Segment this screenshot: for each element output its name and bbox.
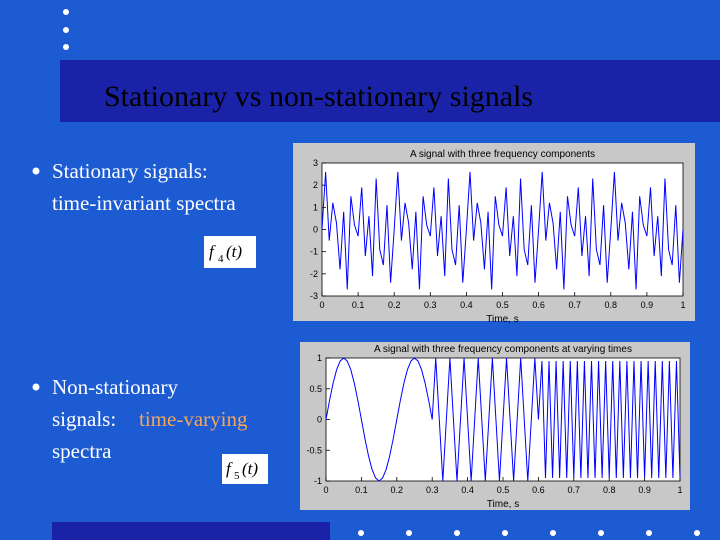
y-tick-label: 0 [317, 415, 322, 425]
formula-symbol: f [226, 459, 233, 478]
formula-argument: (t) [242, 459, 258, 478]
x-tick-label: 0.1 [352, 300, 365, 310]
bullet-text: spectra [52, 439, 112, 463]
bullet-text: Stationary signals: [52, 159, 208, 183]
signal-line [325, 357, 681, 482]
x-tick-label: 0.2 [391, 485, 404, 495]
formula-box [204, 236, 256, 268]
y-tick-label: -1 [314, 476, 322, 486]
bullet-highlight: time-varying [139, 407, 248, 431]
slide-title: Stationary vs non-stationary signals [104, 80, 533, 113]
x-tick-label: 1 [677, 485, 682, 495]
y-tick-label: 0 [313, 225, 318, 235]
formula-index: 5 [234, 470, 240, 482]
x-tick-label: 0.6 [532, 485, 545, 495]
y-tick-label: -1 [310, 247, 318, 257]
x-tick-label: 0.7 [568, 300, 581, 310]
formula-argument: (t) [226, 242, 242, 261]
bullet-text: signals: [52, 407, 116, 431]
y-tick-label: 1 [317, 353, 322, 363]
x-axis-label: Time, s [486, 314, 518, 325]
x-tick-label: 0.3 [424, 300, 437, 310]
y-tick-label: 3 [313, 158, 318, 168]
x-tick-label: 0.9 [638, 485, 651, 495]
x-tick-label: 0.7 [568, 485, 581, 495]
formula-box [222, 454, 268, 484]
title-band [60, 60, 720, 122]
bullet-marker [32, 167, 40, 175]
x-tick-label: 1 [680, 300, 685, 310]
x-tick-label: 0.6 [532, 300, 545, 310]
x-tick-label: 0.4 [461, 485, 474, 495]
y-tick-label: -0.5 [306, 445, 322, 455]
chart-title: A signal with three frequency components [410, 149, 595, 160]
x-tick-label: 0.5 [497, 485, 510, 495]
footer-band [52, 522, 330, 540]
formula-index: 4 [218, 253, 224, 265]
x-tick-label: 0.8 [605, 300, 618, 310]
x-tick-label: 0.1 [355, 485, 368, 495]
bullet-text: Non-stationary [52, 375, 178, 399]
x-tick-label: 0.2 [388, 300, 401, 310]
y-tick-label: 1 [313, 202, 318, 212]
x-tick-label: 0 [323, 485, 328, 495]
x-tick-label: 0.5 [496, 300, 509, 310]
x-axis-label: Time, s [487, 499, 519, 510]
y-tick-label: 2 [313, 180, 318, 190]
y-tick-label: 0.5 [309, 384, 322, 394]
x-tick-label: 0.3 [426, 485, 439, 495]
bullet-marker [32, 383, 40, 391]
decoration [63, 9, 700, 536]
x-tick-label: 0.9 [641, 300, 654, 310]
y-tick-label: -2 [310, 269, 318, 279]
signal-line [321, 171, 684, 290]
y-tick-label: -3 [310, 291, 318, 301]
x-tick-label: 0.4 [460, 300, 473, 310]
x-tick-label: 0 [319, 300, 324, 310]
chart-title: A signal with three frequency components… [374, 344, 632, 355]
x-tick-label: 0.8 [603, 485, 616, 495]
formula-symbol: f [209, 242, 216, 261]
bullet-text: time-invariant spectra [52, 191, 236, 215]
